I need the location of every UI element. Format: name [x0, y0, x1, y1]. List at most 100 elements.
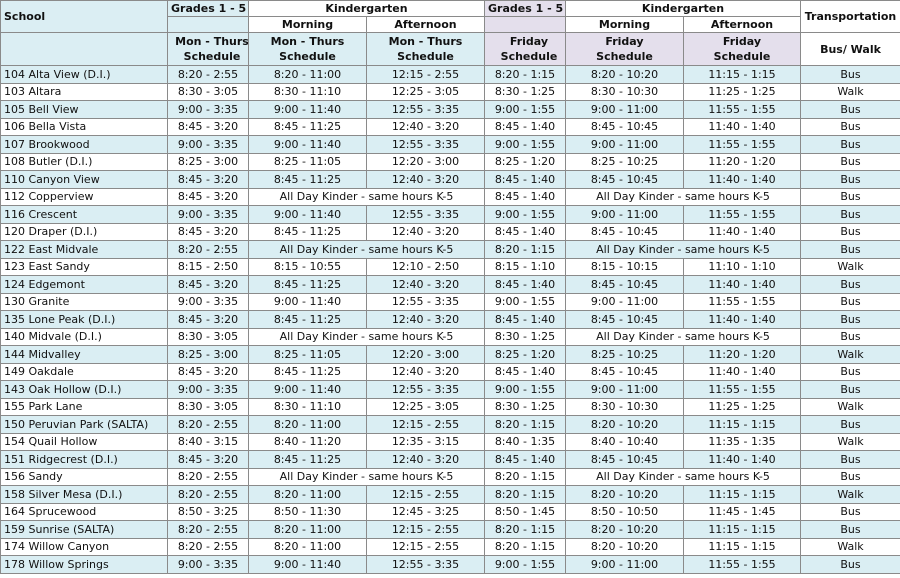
time-cell: 8:45 - 3:20	[167, 450, 249, 469]
school-name: 143 Oak Hollow (D.I.)	[0, 380, 168, 399]
school-name: 130 Granite	[0, 292, 168, 311]
sub-header-text: Mon - Thurs Schedule	[175, 35, 249, 63]
time-cell: 11:15 - 1:15	[683, 415, 801, 434]
time-cell: 12:55 - 3:35	[366, 292, 485, 311]
school-name: 150 Peruvian Park (SALTA)	[0, 415, 168, 434]
table-row: 122 East Midvale 8:20 - 2:55 All Day Kinde…	[0, 240, 900, 259]
time-cell: 8:20 - 10:20	[565, 415, 684, 434]
transport: Walk	[800, 432, 900, 451]
all-day-kinder: All Day Kinder - same hours K-5	[248, 467, 485, 486]
sub-header: Friday Schedule	[484, 32, 566, 66]
table-row: 151 Ridgecrest (D.I.) 8:45 - 3:20 8:45 - 1…	[0, 450, 900, 469]
time-cell: 8:20 - 2:55	[167, 520, 249, 539]
time-cell: 11:20 - 1:20	[683, 345, 801, 364]
table-row: 120 Draper (D.I.) 8:45 - 3:20 8:45 - 11:25…	[0, 222, 900, 241]
time-cell: 8:45 - 10:45	[565, 117, 684, 136]
table-row: 108 Butler (D.I.) 8:25 - 3:00 8:25 - 11:05…	[0, 152, 900, 171]
time-cell: 8:50 - 3:25	[167, 502, 249, 521]
time-cell: 11:10 - 1:10	[683, 257, 801, 276]
time-cell: 9:00 - 11:00	[565, 380, 684, 399]
sub-header-row: Mon - Thurs Schedule Mon - Thurs Schedule…	[0, 32, 900, 66]
time-cell: 8:50 - 11:30	[248, 502, 367, 521]
time-cell: 11:40 - 1:40	[683, 222, 801, 241]
time-cell: 8:20 - 2:55	[167, 415, 249, 434]
school-name: 144 Midvalley	[0, 345, 168, 364]
time-cell: 9:00 - 11:00	[565, 100, 684, 119]
school-name: 159 Sunrise (SALTA)	[0, 520, 168, 539]
sub-header: Mon - Thurs Schedule	[248, 32, 367, 66]
grades-header: Grades 1 - 5	[484, 0, 566, 17]
time-cell: 11:55 - 1:55	[683, 205, 801, 224]
all-day-kinder: All Day Kinder - same hours K-5	[248, 327, 485, 346]
transport: Walk	[800, 397, 900, 416]
time-cell: 9:00 - 3:35	[167, 292, 249, 311]
transport: Bus	[800, 310, 900, 329]
sub-header: Bus/ Walk	[800, 32, 900, 66]
time-cell: 9:00 - 11:00	[565, 292, 684, 311]
table-row: 158 Silver Mesa (D.I.) 8:20 - 2:55 8:20 - …	[0, 485, 900, 504]
time-cell: 12:45 - 3:25	[366, 502, 485, 521]
time-cell: 8:20 - 11:00	[248, 415, 367, 434]
school-name: 123 East Sandy	[0, 257, 168, 276]
time-cell: 12:55 - 3:35	[366, 135, 485, 154]
time-cell: 12:35 - 3:15	[366, 432, 485, 451]
sub-header: Friday Schedule	[683, 32, 801, 66]
time-cell: 8:25 - 1:20	[484, 345, 566, 364]
school-name: 174 Willow Canyon	[0, 537, 168, 556]
time-cell: 8:45 - 3:20	[167, 187, 249, 206]
time-cell: 8:45 - 11:25	[248, 362, 367, 381]
time-cell: 8:45 - 10:45	[565, 170, 684, 189]
transport: Walk	[800, 345, 900, 364]
school-name: 154 Quail Hollow	[0, 432, 168, 451]
table-row: 150 Peruvian Park (SALTA) 8:20 - 2:55 8:20…	[0, 415, 900, 434]
time-cell: 9:00 - 1:55	[484, 380, 566, 399]
afternoon-header: Afternoon	[683, 16, 801, 33]
time-cell: 12:40 - 3:20	[366, 170, 485, 189]
time-cell: 8:15 - 1:10	[484, 257, 566, 276]
time-cell: 8:45 - 11:25	[248, 170, 367, 189]
time-cell: 8:20 - 2:55	[167, 537, 249, 556]
time-cell: 11:20 - 1:20	[683, 152, 801, 171]
transport: Bus	[800, 170, 900, 189]
school-name: 124 Edgemont	[0, 275, 168, 294]
all-day-kinder: All Day Kinder - same hours K-5	[248, 187, 485, 206]
school-name: 104 Alta View (D.I.)	[0, 65, 168, 84]
transport: Bus	[800, 135, 900, 154]
table-row: 144 Midvalley 8:25 - 3:00 8:25 - 11:05 12:2…	[0, 345, 900, 364]
time-cell: 8:30 - 3:05	[167, 82, 249, 101]
time-cell: 12:55 - 3:35	[366, 205, 485, 224]
transport: Bus	[800, 187, 900, 206]
time-cell: 12:40 - 3:20	[366, 117, 485, 136]
time-cell: 8:45 - 1:40	[484, 450, 566, 469]
time-cell: 8:20 - 10:20	[565, 65, 684, 84]
time-cell: 12:20 - 3:00	[366, 152, 485, 171]
transport: Bus	[800, 240, 900, 259]
time-cell: 8:45 - 1:40	[484, 170, 566, 189]
school-header: School	[0, 0, 168, 33]
time-cell: 11:55 - 1:55	[683, 292, 801, 311]
school-name: 105 Bell View	[0, 100, 168, 119]
time-cell: 8:20 - 10:20	[565, 520, 684, 539]
time-cell: 9:00 - 11:40	[248, 100, 367, 119]
table-row: 105 Bell View 9:00 - 3:35 9:00 - 11:40 12:5…	[0, 100, 900, 119]
table-row: 106 Bella Vista 8:45 - 3:20 8:45 - 11:25 12…	[0, 117, 900, 136]
transport: Bus	[800, 205, 900, 224]
time-cell: 12:40 - 3:20	[366, 275, 485, 294]
table-row: 130 Granite 9:00 - 3:35 9:00 - 11:40 12:55 …	[0, 292, 900, 311]
time-cell: 9:00 - 3:35	[167, 135, 249, 154]
time-cell: 8:45 - 10:45	[565, 275, 684, 294]
time-cell: 8:20 - 11:00	[248, 537, 367, 556]
time-cell: 8:20 - 1:15	[484, 520, 566, 539]
time-cell: 12:15 - 2:55	[366, 485, 485, 504]
time-cell: 8:25 - 11:05	[248, 345, 367, 364]
time-cell: 8:45 - 3:20	[167, 170, 249, 189]
time-cell: 12:55 - 3:35	[366, 380, 485, 399]
transport: Bus	[800, 275, 900, 294]
sub-header-text: Friday Schedule	[713, 35, 771, 63]
transport: Walk	[800, 485, 900, 504]
transport: Walk	[800, 257, 900, 276]
transport: Walk	[800, 82, 900, 101]
time-cell: 11:15 - 1:15	[683, 65, 801, 84]
table-row: 159 Sunrise (SALTA) 8:20 - 2:55 8:20 - 11:…	[0, 520, 900, 539]
